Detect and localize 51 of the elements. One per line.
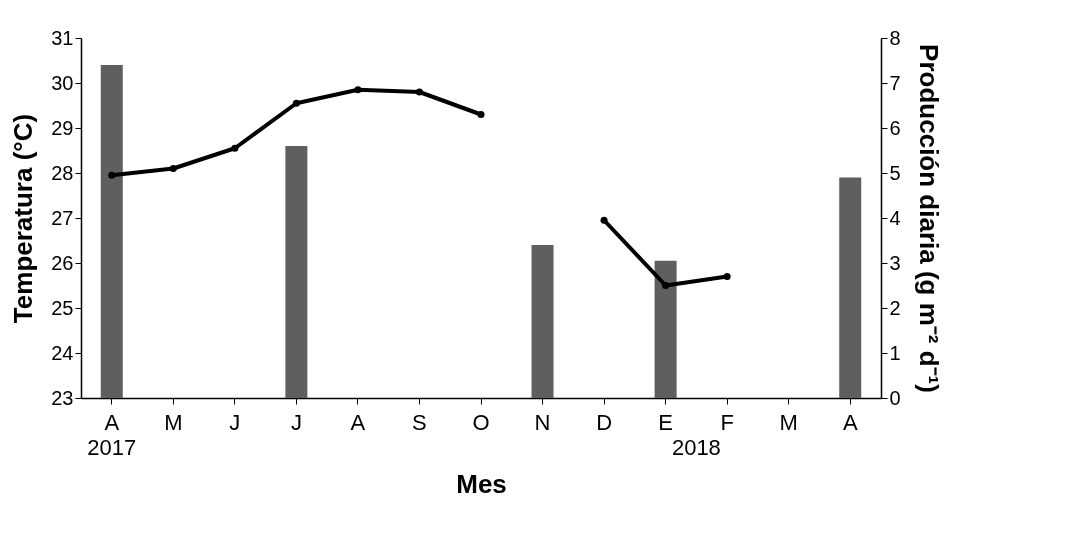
y-tick-label: 26 [51, 251, 74, 274]
point [354, 86, 362, 94]
x-tick-label: E [658, 409, 673, 435]
point [415, 88, 423, 96]
x-tick-label: F [720, 409, 734, 435]
y-tick-label: 28 [51, 161, 74, 184]
y2-tick-label: 5 [889, 161, 901, 184]
x-tick-label: D [596, 409, 613, 435]
y2-axis-title: Producción diaria (g m⁻² d⁻¹) [913, 44, 944, 393]
text: 2017 [87, 435, 137, 460]
y-tick-label: 27 [51, 206, 74, 229]
bar [839, 177, 862, 398]
y2-tick-label: 8 [889, 26, 901, 49]
y2-tick-label: 7 [889, 71, 901, 94]
x-tick-label: N [534, 409, 551, 435]
bar [100, 65, 123, 398]
bar [285, 146, 308, 398]
y2-tick-label: 2 [889, 296, 901, 319]
y2-tick-label: 4 [889, 206, 901, 229]
y-tick-label: 24 [51, 341, 74, 364]
y-axis-title: Temperatura (°C) [8, 113, 39, 324]
point [477, 110, 485, 119]
point [292, 99, 300, 107]
x-tick-label: M [779, 409, 798, 435]
y-tick-label: 25 [51, 296, 74, 319]
y-tick-label: 29 [51, 116, 74, 139]
point [662, 281, 670, 290]
x-tick-label: M [164, 409, 183, 435]
x-tick-label: J [290, 409, 302, 435]
y2-tick-label: 3 [889, 251, 901, 274]
x-tick-label: S [412, 409, 427, 435]
bar [531, 245, 554, 398]
x-axis-title: Mes [456, 468, 507, 499]
y2-tick-label: 1 [889, 341, 901, 364]
point [108, 171, 116, 179]
point [231, 144, 239, 152]
point [723, 272, 731, 281]
point [169, 164, 177, 173]
bar [654, 260, 677, 398]
x-tick-label: A [104, 409, 120, 435]
y-tick-label: 30 [51, 71, 74, 94]
y-tick-label: 31 [51, 26, 74, 49]
x-tick-label: O [472, 409, 490, 435]
x-tick-label: A [842, 409, 858, 435]
y2-tick-label: 6 [889, 116, 901, 139]
y-tick-label: 23 [51, 386, 74, 409]
x-tick-label: A [350, 409, 366, 435]
text: 2018 [671, 435, 721, 460]
x-tick-label: J [229, 409, 241, 435]
y2-tick-label: 0 [889, 386, 901, 409]
point [600, 216, 608, 224]
